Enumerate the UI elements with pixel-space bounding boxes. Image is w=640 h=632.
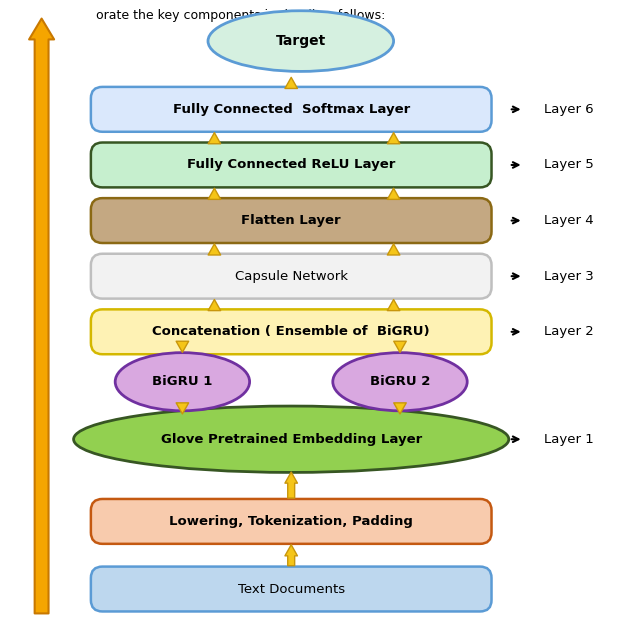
FancyBboxPatch shape — [91, 310, 492, 354]
Text: Layer 3: Layer 3 — [544, 270, 594, 283]
FancyBboxPatch shape — [91, 253, 492, 299]
FancyArrowPatch shape — [208, 188, 221, 199]
FancyBboxPatch shape — [91, 499, 492, 544]
Ellipse shape — [74, 406, 509, 473]
Text: Lowering, Tokenization, Padding: Lowering, Tokenization, Padding — [169, 515, 413, 528]
Text: Layer 2: Layer 2 — [544, 325, 594, 338]
Text: BiGRU 2: BiGRU 2 — [370, 375, 430, 388]
Ellipse shape — [208, 11, 394, 71]
FancyBboxPatch shape — [91, 566, 492, 612]
Text: Concatenation ( Ensemble of  BiGRU): Concatenation ( Ensemble of BiGRU) — [152, 325, 430, 338]
Text: Glove Pretrained Embedding Layer: Glove Pretrained Embedding Layer — [161, 433, 422, 446]
Text: Fully Connected ReLU Layer: Fully Connected ReLU Layer — [187, 159, 396, 171]
FancyArrowPatch shape — [394, 403, 406, 414]
FancyArrowPatch shape — [387, 300, 400, 310]
FancyArrowPatch shape — [285, 472, 298, 498]
FancyBboxPatch shape — [91, 198, 492, 243]
FancyBboxPatch shape — [91, 87, 492, 132]
Text: Text Documents: Text Documents — [237, 583, 345, 595]
Ellipse shape — [115, 353, 250, 411]
FancyArrowPatch shape — [208, 244, 221, 255]
Text: Flatten Layer: Flatten Layer — [241, 214, 341, 227]
FancyArrowPatch shape — [394, 341, 406, 352]
Text: Layer 4: Layer 4 — [544, 214, 594, 227]
Text: Capsule Network: Capsule Network — [235, 270, 348, 283]
Text: Fully Connected  Softmax Layer: Fully Connected Softmax Layer — [173, 103, 410, 116]
FancyBboxPatch shape — [91, 143, 492, 187]
FancyArrowPatch shape — [208, 300, 221, 310]
FancyArrowPatch shape — [387, 244, 400, 255]
FancyArrowPatch shape — [208, 133, 221, 143]
FancyArrowPatch shape — [176, 403, 189, 414]
Text: Layer 5: Layer 5 — [544, 159, 594, 171]
Text: Layer 6: Layer 6 — [544, 103, 594, 116]
Text: Layer 1: Layer 1 — [544, 433, 594, 446]
FancyArrowPatch shape — [387, 188, 400, 199]
FancyArrowPatch shape — [285, 545, 298, 566]
FancyArrowPatch shape — [176, 341, 189, 352]
FancyArrowPatch shape — [285, 77, 298, 88]
Text: orate the key components in detail as follows:: orate the key components in detail as fo… — [96, 9, 385, 23]
Text: Target: Target — [276, 34, 326, 48]
Text: BiGRU 1: BiGRU 1 — [152, 375, 212, 388]
FancyArrowPatch shape — [387, 133, 400, 143]
Ellipse shape — [333, 353, 467, 411]
FancyArrowPatch shape — [29, 18, 54, 614]
